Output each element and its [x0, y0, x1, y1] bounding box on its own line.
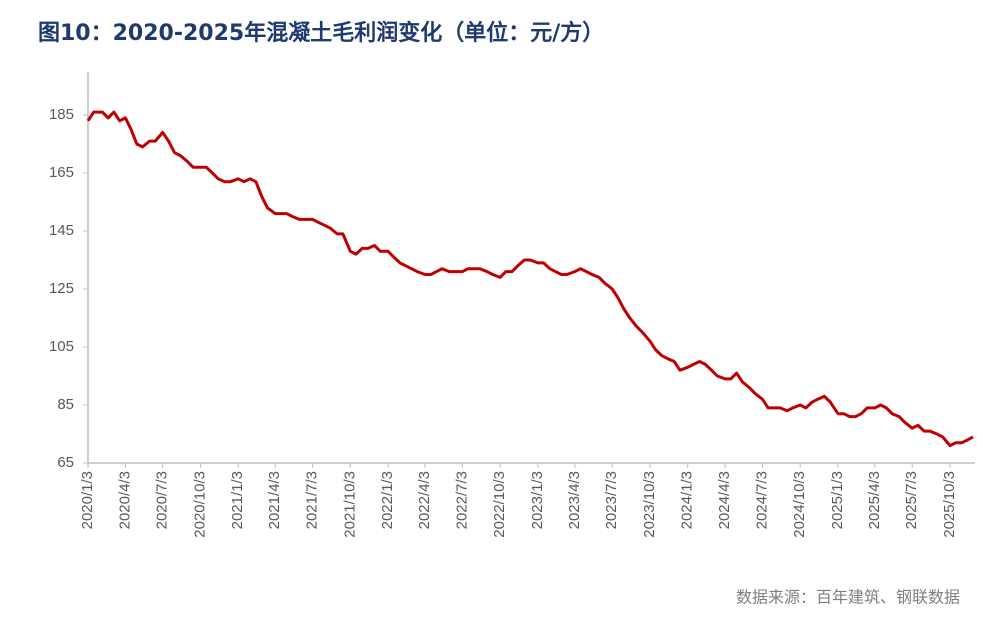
- source-note: 数据来源：百年建筑、钢联数据: [736, 588, 960, 607]
- x-tick-label: 2021/10/3: [341, 471, 358, 538]
- y-tick-label: 85: [57, 396, 74, 413]
- x-tick-label: 2025/4/3: [866, 471, 883, 529]
- data-line: [86, 110, 974, 448]
- x-tick-label: 2020/7/3: [154, 471, 171, 529]
- x-tick-label: 2022/7/3: [453, 471, 470, 529]
- x-tick-label: 2020/10/3: [191, 471, 208, 538]
- x-tick-label: 2022/1/3: [379, 471, 396, 529]
- x-tick-label: 2024/4/3: [716, 471, 733, 529]
- x-tick-label: 2025/1/3: [829, 471, 846, 529]
- y-tick-label: 105: [49, 338, 74, 355]
- x-tick-label: 2025/7/3: [903, 471, 920, 529]
- y-tick-label: 65: [57, 454, 74, 471]
- x-tick-label: 2022/10/3: [491, 471, 508, 538]
- y-tick-label: 145: [49, 222, 74, 239]
- x-tick-label: 2025/10/3: [941, 471, 958, 538]
- y-tick-label: 125: [49, 280, 74, 297]
- x-tick-label: 2024/1/3: [679, 471, 696, 529]
- x-tick-label: 2021/7/3: [304, 471, 321, 529]
- chart-title: 图10：2020-2025年混凝土毛利润变化（单位：元/方）: [38, 20, 604, 46]
- y-tick-label: 165: [49, 164, 74, 181]
- x-tick-label: 2022/4/3: [416, 471, 433, 529]
- x-tick-label: 2021/1/3: [229, 471, 246, 529]
- x-tick-label: 2024/10/3: [791, 471, 808, 538]
- x-tick-label: 2023/7/3: [603, 471, 620, 529]
- x-tick-label: 2020/1/3: [79, 471, 96, 529]
- x-tick-label: 2023/1/3: [529, 471, 546, 529]
- x-tick-label: 2021/4/3: [266, 471, 283, 529]
- x-tick-label: 2020/4/3: [116, 471, 133, 529]
- x-tick-label: 2024/7/3: [753, 471, 770, 529]
- x-tick-label: 2023/10/3: [641, 471, 658, 538]
- x-tick-label: 2023/4/3: [566, 471, 583, 529]
- y-tick-label: 185: [49, 106, 74, 123]
